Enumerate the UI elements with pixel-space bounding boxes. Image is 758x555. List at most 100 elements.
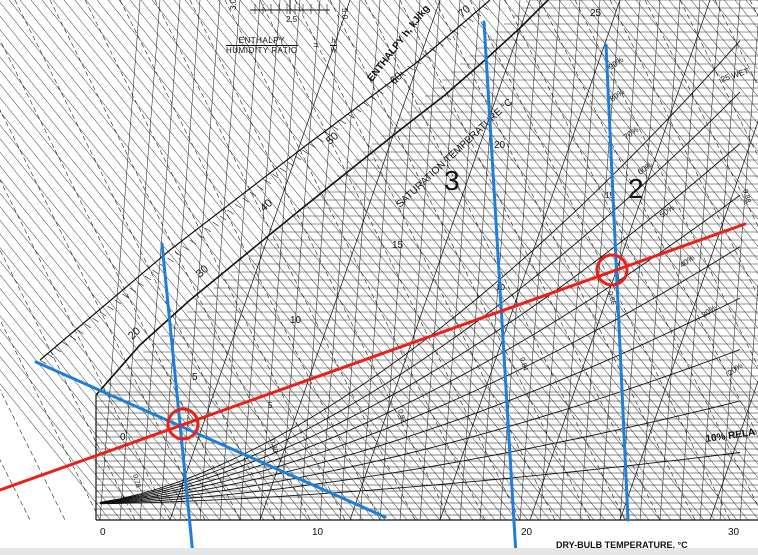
drybulb-tick-label: 0 (100, 527, 106, 538)
wetbulb-line (329, 0, 591, 521)
ratio-numerator: ENTHALPY (226, 36, 298, 46)
enthalpy-line (0, 356, 133, 521)
enthalpy-tick (257, 185, 264, 191)
enthalpy-tick (99, 311, 107, 317)
chart-grid (0, 0, 758, 521)
protractor-label: 3.0 (229, 0, 238, 10)
state-2-label: 2 (628, 173, 644, 204)
drybulb-line (559, 0, 601, 521)
enthalpy-line (30, 0, 452, 521)
wetbulb-line (0, 249, 136, 521)
enthalpy-line (0, 247, 221, 521)
enthalpy-line (0, 83, 353, 521)
enthalpy-line (668, 0, 758, 111)
enthalpy-tick (234, 203, 242, 209)
wetbulb-label: 15 (605, 191, 614, 200)
enthalpy-line (0, 315, 166, 521)
enthalpy-ratio-fraction: ENTHALPY HUMIDITY RATIO (226, 36, 298, 55)
enthalpy-line (228, 0, 650, 521)
drybulb-line (519, 0, 561, 521)
volume-line (529, 0, 711, 521)
enthalpy-line (745, 0, 758, 16)
enthalpy-line (0, 29, 397, 521)
process-overlay (0, 20, 747, 555)
enthalpy-tick (347, 113, 354, 119)
enthalpy-line (0, 42, 386, 521)
enthalpy-line (0, 328, 155, 521)
enthalpy-line (514, 0, 758, 302)
state-3-label: 3 (444, 165, 460, 196)
enthalpy-tick (474, 11, 482, 17)
enthalpy-line (283, 0, 705, 521)
enthalpy-tick (47, 353, 54, 359)
enthalpy-line (0, 2, 419, 521)
enthalpy-line (173, 0, 595, 521)
enthalpy-line (217, 0, 639, 521)
enthalpy-line (0, 206, 254, 521)
rh-label: 40% (678, 253, 696, 270)
wetbulb-line (224, 0, 486, 521)
enthalpy-line (0, 138, 309, 521)
drybulb-line (699, 0, 741, 521)
wetbulb-line (644, 0, 758, 227)
drybulb-tick-label: 30 (728, 527, 740, 538)
ratio-h: h (330, 36, 337, 46)
drybulb-axis-title: DRY-BULB TEMPERATURE, °C (556, 540, 688, 550)
enthalpy-line (0, 342, 144, 521)
relative-humidity-curve (99, 91, 741, 503)
rh-label: 10% RELA (705, 427, 756, 445)
volume-label: 0.86 (606, 291, 616, 306)
volume-line (259, 0, 441, 521)
enthalpy-tick (317, 137, 324, 143)
saturation-label: 25 (590, 8, 602, 19)
enthalpy-line (0, 288, 188, 521)
enthalpy-tick (452, 29, 459, 35)
enthalpy-tick (384, 83, 392, 89)
drybulb-line (139, 0, 181, 521)
enthalpy-tick (287, 161, 294, 167)
drybulb-line (259, 0, 301, 521)
volume-line (349, 0, 531, 521)
enthalpy-line (0, 70, 364, 521)
enthalpy-line (107, 0, 529, 521)
enthalpy-tick (212, 221, 219, 227)
drybulb-line (319, 0, 361, 521)
enthalpy-tick (362, 101, 369, 107)
enthalpy-line (0, 274, 199, 521)
volume-label: 0.82 (396, 409, 406, 424)
wetbulb-line (0, 459, 31, 521)
enthalpy-line (602, 0, 758, 193)
enthalpy-tick (77, 329, 84, 335)
enthalpy-line (0, 301, 177, 521)
enthalpy-tick (302, 149, 309, 155)
enthalpy-line (195, 0, 617, 521)
enthalpy-tick (204, 227, 212, 233)
enthalpy-tick (309, 143, 317, 149)
wetbulb-line (574, 0, 758, 367)
rh-label: 90% (607, 55, 625, 72)
enthalpy-tick (167, 257, 174, 263)
state-3-drybulb-marker (482, 20, 518, 555)
enthalpy-tick (332, 125, 339, 131)
wetbulb-line (609, 0, 758, 297)
enthalpy-scale (39, 0, 491, 361)
wetbulb-label: 5 (268, 401, 273, 410)
enthalpy-line (426, 0, 758, 411)
enthalpy-tick (467, 17, 474, 23)
enthalpy-tick (219, 215, 227, 221)
drybulb-line (379, 0, 421, 521)
enthalpy-line (305, 0, 727, 521)
drybulb-line (459, 0, 501, 521)
enthalpy-line (646, 0, 758, 138)
enthalpy-tick (62, 341, 69, 347)
saturation-label: 15 (392, 240, 404, 251)
enthalpy-tick (114, 299, 122, 305)
enthalpy-line (0, 165, 287, 521)
enthalpy-line (371, 0, 758, 479)
enthalpy-line (140, 0, 562, 521)
enthalpy-line (679, 0, 758, 97)
state-1-drybulb-marker (160, 242, 195, 555)
enthalpy-tick (189, 239, 197, 245)
wetbulb-line (14, 0, 276, 521)
